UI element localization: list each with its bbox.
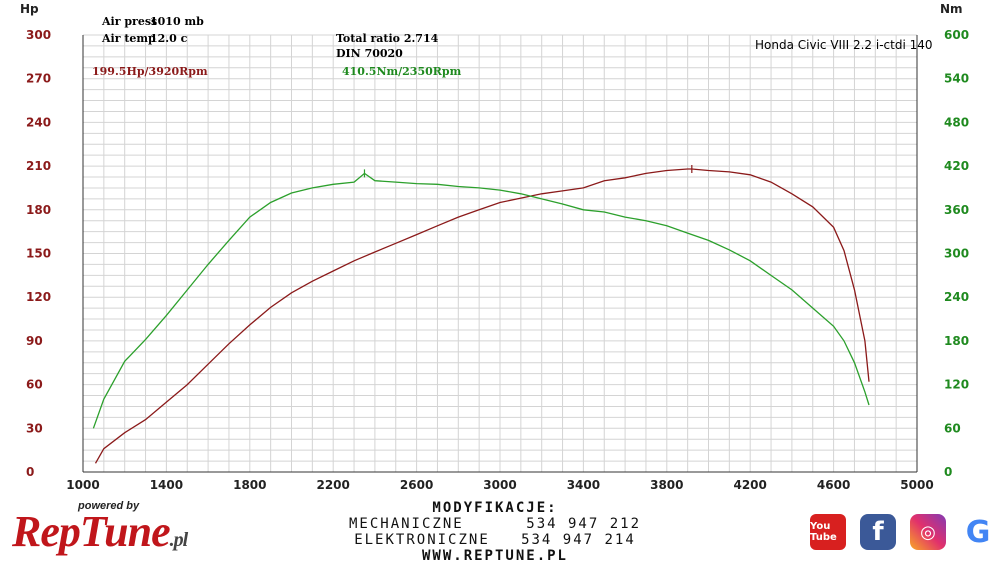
youtube-icon[interactable]: You Tube: [810, 514, 846, 550]
air-press-label: Air press: [101, 15, 157, 28]
x-tick-label: 3400: [567, 478, 600, 492]
logo-wordmark: RepTune.pl: [12, 506, 189, 557]
social-icons: You Tube f ◎ G: [810, 514, 996, 550]
y-right-tick-label: 120: [944, 378, 969, 392]
air-temp-label: Air temp: [101, 32, 156, 45]
x-tick-label: 1400: [150, 478, 183, 492]
powered-by-text: powered by: [78, 500, 140, 512]
y-left-tick-label: 30: [26, 421, 43, 435]
mechanical-phone[interactable]: 534 947 212: [526, 516, 641, 532]
y-left-tick-label: 0: [26, 465, 34, 479]
y-left-tick-label: 240: [26, 115, 51, 129]
torque-curve: [92, 172, 870, 429]
total-ratio: Total ratio 2.714: [336, 32, 439, 45]
contact-line-mechanical: MECHANICZNE 534 947 212: [330, 516, 660, 532]
peak-torque-label: 410.5Nm/2350Rpm: [342, 65, 462, 78]
x-tick-label: 2200: [316, 478, 349, 492]
instagram-icon[interactable]: ◎: [910, 514, 946, 550]
y-left-tick-label: 60: [26, 378, 43, 392]
y-right-tick-label: 60: [944, 421, 961, 435]
y-left-tick-label: 90: [26, 334, 43, 348]
x-tick-label: 1000: [66, 478, 99, 492]
x-tick-label: 3800: [650, 478, 683, 492]
power-curve: [94, 168, 870, 464]
y-left-tick-label: 180: [26, 203, 51, 217]
din-standard: DIN 70020: [336, 47, 403, 60]
contact-heading: MODYFIKACJE:: [432, 500, 558, 516]
x-tick-label: 4600: [817, 478, 850, 492]
contact-line-electronic: ELEKTRONICZNE 534 947 214: [330, 532, 660, 548]
y-right-tick-label: 360: [944, 203, 969, 217]
y-left-tick-label: 120: [26, 290, 51, 304]
y-left-tick-label: 270: [26, 72, 51, 86]
chart-ticks: 0306090120150180210240270300060120180240…: [26, 28, 969, 492]
chart-curves: [92, 165, 870, 464]
y-right-tick-label: 540: [944, 72, 969, 86]
y-right-tick-label: 240: [944, 290, 969, 304]
y-right-tick-label: 600: [944, 28, 969, 42]
x-tick-label: 5000: [900, 478, 933, 492]
y-right-tick-label: 420: [944, 159, 969, 173]
chart-grid: [82, 34, 918, 473]
x-tick-label: 4200: [733, 478, 766, 492]
electronic-label: ELEKTRONICZNE: [354, 532, 490, 548]
logo-suffix: .pl: [169, 529, 189, 551]
chart-title: Honda Civic VIII 2.2 i-ctdi 140: [755, 38, 933, 52]
x-tick-label: 1800: [233, 478, 266, 492]
y-left-unit: Hp: [20, 2, 39, 16]
y-left-tick-label: 300: [26, 28, 51, 42]
y-right-tick-label: 180: [944, 334, 969, 348]
y-right-tick-label: 0: [944, 465, 952, 479]
website-link[interactable]: WWW.REPTUNE.PL: [421, 548, 568, 564]
chart-axes: [82, 35, 918, 473]
google-icon[interactable]: G: [960, 514, 996, 550]
air-temp-value: 12.0 c: [150, 32, 188, 45]
electronic-phone[interactable]: 534 947 214: [521, 532, 636, 548]
dyno-chart: 0306090120150180210240270300060120180240…: [20, 2, 969, 492]
y-left-tick-label: 210: [26, 159, 51, 173]
reptune-logo: powered by RepTune.pl: [8, 500, 278, 560]
air-press-value: 1010 mb: [150, 15, 204, 28]
contact-block: MODYFIKACJE: MECHANICZNE 534 947 212 ELE…: [330, 500, 660, 564]
y-right-tick-label: 300: [944, 247, 969, 261]
mechanical-label: MECHANICZNE: [348, 516, 464, 532]
x-tick-label: 3000: [483, 478, 516, 492]
y-right-tick-label: 480: [944, 115, 969, 129]
x-tick-label: 2600: [400, 478, 433, 492]
logo-text: RepTune: [12, 507, 171, 556]
y-left-tick-label: 150: [26, 247, 51, 261]
facebook-icon[interactable]: f: [860, 514, 896, 550]
y-right-unit: Nm: [940, 2, 963, 16]
peak-power-label: 199.5Hp/3920Rpm: [92, 65, 208, 78]
